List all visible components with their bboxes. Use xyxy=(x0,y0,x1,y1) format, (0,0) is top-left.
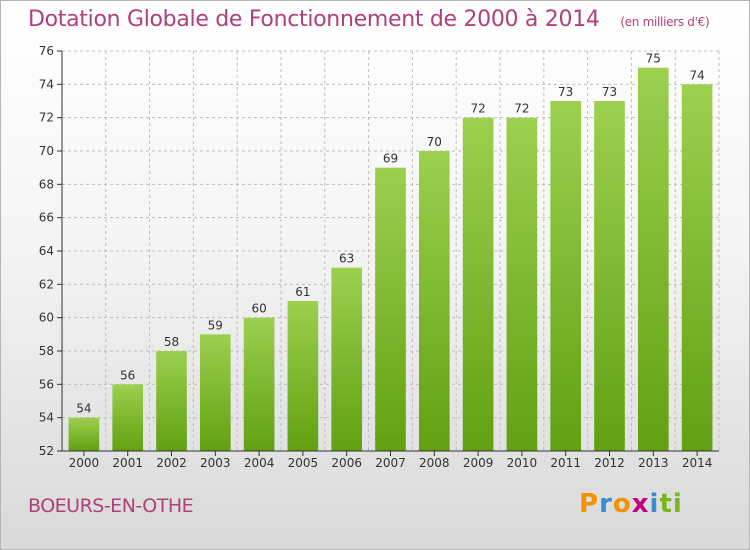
y-tick-label: 68 xyxy=(39,177,54,191)
y-tick-label: 56 xyxy=(39,377,54,391)
bar xyxy=(199,334,231,451)
bar-value-label: 69 xyxy=(383,152,398,166)
chart-title-text: Dotation Globale de Fonctionnement de 20… xyxy=(28,7,600,32)
bar xyxy=(462,117,494,452)
x-tick-label: 2001 xyxy=(112,456,143,470)
x-tick-label: 2003 xyxy=(200,456,231,470)
bar-value-label: 56 xyxy=(120,368,135,382)
logo-letter: t xyxy=(659,489,673,519)
y-tick-label: 58 xyxy=(39,344,54,358)
x-tick-label: 2006 xyxy=(331,456,362,470)
bar xyxy=(550,101,582,451)
bar xyxy=(243,317,275,451)
y-tick-label: 74 xyxy=(39,77,54,91)
bar-value-label: 73 xyxy=(558,85,573,99)
logo-letter: i xyxy=(672,489,683,519)
logo-letter: o xyxy=(612,489,632,519)
chart-title: Dotation Globale de Fonctionnement de 20… xyxy=(28,7,710,32)
x-tick-label: 2004 xyxy=(244,456,275,470)
axes: 52 54 56 58 60 62 64 66 68 70 72 74 76 2000 2001 2002 20… xyxy=(39,44,719,470)
bar xyxy=(287,301,319,451)
x-tick-label: 2002 xyxy=(156,456,187,470)
x-tick-label: 2012 xyxy=(594,456,625,470)
bar xyxy=(681,84,713,451)
x-tick-label: 2000 xyxy=(69,456,100,470)
logo-letter: r xyxy=(599,489,613,519)
y-tick-label: 60 xyxy=(39,311,54,325)
logo-letter: i xyxy=(649,489,660,519)
bar-value-label: 59 xyxy=(208,318,223,332)
x-tick-label: 2008 xyxy=(419,456,450,470)
chart-subtitle: (en milliers d'€) xyxy=(620,15,710,29)
x-tick-label: 2014 xyxy=(682,456,713,470)
bar-value-label: 54 xyxy=(76,402,91,416)
bar xyxy=(418,151,450,451)
bar-value-label: 61 xyxy=(295,285,310,299)
y-tick-label: 64 xyxy=(39,244,54,258)
y-tick-label: 76 xyxy=(39,44,54,58)
bar xyxy=(331,267,363,451)
bar-value-label: 75 xyxy=(646,52,661,66)
bar-value-label: 58 xyxy=(164,335,179,349)
bar-value-label: 74 xyxy=(689,68,704,82)
x-tick-label: 2005 xyxy=(288,456,319,470)
commune-name: BOEURS-EN-OTHE xyxy=(28,495,194,517)
bar-value-label: 73 xyxy=(602,85,617,99)
bar-value-label: 63 xyxy=(339,252,354,266)
bar xyxy=(506,117,538,452)
bars: 54 56 58 59 60 61 63 69 70 72 72 73 73 75 74 xyxy=(68,52,713,452)
logo-letter: P xyxy=(579,489,600,519)
y-tick-label: 70 xyxy=(39,144,54,158)
proxiti-logo: Proxiti xyxy=(579,489,683,519)
bar xyxy=(594,101,625,451)
bar-value-label: 70 xyxy=(427,135,442,149)
bar-value-label: 72 xyxy=(470,102,485,116)
x-tick-label: 2010 xyxy=(507,456,538,470)
x-tick-label: 2009 xyxy=(463,456,494,470)
bar xyxy=(156,351,187,451)
y-tick-label: 54 xyxy=(39,411,54,425)
bar xyxy=(637,67,669,452)
bar xyxy=(68,417,100,451)
x-tick-label: 2011 xyxy=(550,456,581,470)
y-tick-label: 66 xyxy=(39,211,54,225)
logo-letter: x xyxy=(631,489,650,519)
bar xyxy=(112,384,144,451)
x-tick-label: 2013 xyxy=(638,456,669,470)
bar-value-label: 72 xyxy=(514,102,529,116)
y-tick-label: 62 xyxy=(39,277,54,291)
bar xyxy=(375,167,406,451)
x-tick-label: 2007 xyxy=(375,456,406,470)
bar-value-label: 60 xyxy=(251,302,266,316)
y-tick-label: 52 xyxy=(39,444,54,458)
y-tick-label: 72 xyxy=(39,111,54,125)
